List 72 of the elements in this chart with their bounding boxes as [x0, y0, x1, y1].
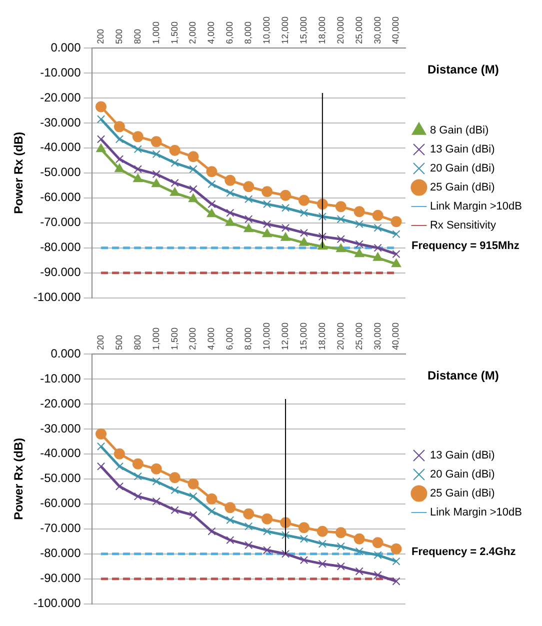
y-tick-label: -70.000 [40, 215, 82, 230]
x-tick-label: 20,000 [335, 322, 346, 350]
y-tick-label: -80.000 [40, 546, 82, 560]
y-tick-label: 0.000 [50, 40, 82, 54]
x-tick-label: 8,000 [243, 327, 254, 350]
y-axis-title: Power Rx (dB) [12, 132, 26, 214]
x-tick-label: 12,000 [280, 322, 290, 350]
legend-label: 13 Gain (dBi) [430, 144, 495, 156]
x-tick-label: 20,000 [335, 16, 346, 44]
x-tick-label: 200 [95, 28, 106, 44]
x-tick-label: 1,500 [169, 327, 180, 350]
x-tick-label: 500 [114, 334, 124, 350]
legend-label: Link Margin >10dB [430, 506, 522, 519]
x-tick-label: 1,000 [150, 327, 161, 350]
x-tick-label: 800 [132, 28, 142, 44]
x-tick-label: 1,000 [150, 21, 161, 44]
y-tick-label: -70.000 [40, 521, 82, 536]
y-tick-label: -20.000 [40, 90, 82, 104]
y-tick-label: -20.000 [40, 396, 82, 410]
x-tick-label: 18,000 [316, 16, 327, 44]
x-tick-label: 2,000 [188, 327, 198, 350]
x-tick-label: 25,000 [354, 322, 364, 350]
x-tick-label: 10,000 [262, 16, 272, 44]
x-tick-label: 800 [132, 334, 142, 350]
x-axis-title: Distance (M) [427, 368, 499, 382]
x-tick-label: 30,000 [372, 322, 382, 350]
x-tick-label: 25,000 [354, 16, 364, 44]
y-tick-label: 0.000 [50, 346, 82, 360]
x-tick-label: 1,500 [169, 21, 180, 44]
legend-label: 13 Gain (dBi) [430, 450, 495, 462]
text: Frequency = 915Mhz [411, 240, 520, 252]
x-tick-label: 40,000 [390, 322, 401, 350]
y-tick-label: -50.000 [40, 471, 82, 486]
text: Frequency = 2.4Ghz [411, 546, 516, 558]
legend-label: Link Margin >10dB [430, 200, 522, 213]
legend-label: 25 Gain (dBi) [430, 182, 495, 194]
y-tick-label: -100.000 [33, 596, 82, 610]
x-tick-label: 15,000 [298, 322, 308, 350]
y-tick-label: -90.000 [40, 571, 82, 586]
y-tick-label: -30.000 [40, 421, 82, 436]
x-tick-label: 12,000 [280, 16, 290, 44]
y-tick-label: -60.000 [40, 190, 82, 204]
x-tick-label: 30,000 [372, 16, 382, 44]
legend-label: Rx Sensitivity [430, 220, 496, 232]
x-tick-label: 40,000 [390, 16, 401, 44]
legend-label: 20 Gain (dBi) [430, 162, 495, 175]
legend-label: 25 Gain (dBi) [430, 488, 495, 500]
x-tick-label: 2,000 [188, 21, 198, 44]
x-tick-label: 4,000 [206, 21, 216, 44]
x-tick-label: 200 [95, 334, 106, 350]
x-tick-label: 6,000 [224, 21, 235, 44]
y-tick-label: -40.000 [40, 140, 82, 154]
y-tick-label: -60.000 [40, 496, 82, 510]
x-tick-label: 18,000 [316, 322, 327, 350]
x-tick-label: 6,000 [224, 327, 235, 350]
x-tick-label: 500 [114, 28, 124, 44]
y-tick-label: -30.000 [40, 115, 82, 130]
x-tick-label: 10,000 [262, 322, 272, 350]
x-tick-label: 4,000 [206, 327, 216, 350]
legend-label: 20 Gain (dBi) [430, 468, 495, 481]
y-tick-label: -10.000 [40, 65, 82, 80]
y-tick-label: -40.000 [40, 446, 82, 460]
y-axis-title: Power Rx (dB) [12, 438, 26, 520]
y-tick-label: -80.000 [40, 240, 82, 254]
legend-label: 8 Gain (dBi) [430, 124, 489, 137]
y-tick-label: -50.000 [40, 165, 82, 180]
y-tick-label: -90.000 [40, 265, 82, 280]
x-tick-label: 15,000 [298, 16, 308, 44]
y-tick-label: -10.000 [40, 371, 82, 386]
x-axis-title: Distance (M) [427, 62, 499, 76]
y-tick-label: -100.000 [33, 290, 82, 304]
x-tick-label: 8,000 [243, 21, 254, 44]
